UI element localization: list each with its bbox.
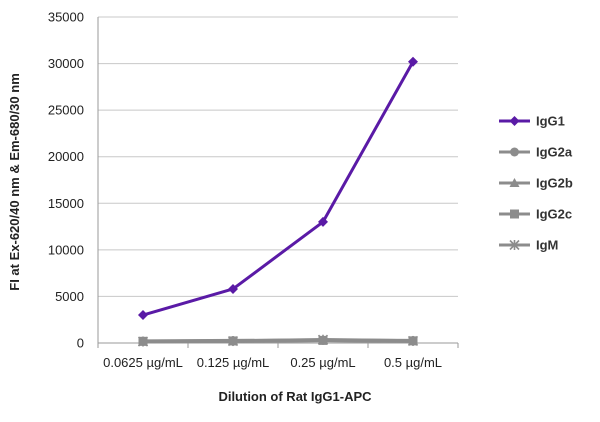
legend-item-igg2c: IgG2c <box>499 207 572 222</box>
x-axis-title: Dilution of Rat IgG1-APC <box>218 389 372 404</box>
axes: 0 5000 10000 15000 20000 25000 30000 35000 0.062… <box>48 10 459 370</box>
legend-marker <box>509 116 520 126</box>
legend-item-igg2b: IgG2b <box>499 176 573 191</box>
x-tick-label: 0.25 µg/mL <box>290 355 355 370</box>
data-point <box>318 216 328 227</box>
legend-label: IgG1 <box>536 114 565 129</box>
x-tick-label: 0.5 µg/mL <box>384 355 442 370</box>
y-tick-label: 35000 <box>48 10 84 25</box>
y-tick-label: 25000 <box>48 103 84 118</box>
series-line <box>142 60 415 317</box>
y-tick-label: 15000 <box>48 196 84 211</box>
legend-marker <box>509 239 520 251</box>
data-point <box>138 310 148 321</box>
legend-marker <box>510 147 519 157</box>
legend-marker <box>509 178 520 187</box>
data-point <box>408 336 418 346</box>
legend-item-igg1: IgG1 <box>499 114 565 129</box>
legend: IgG1 IgG2a IgG2b IgG2c IgM <box>499 114 573 253</box>
legend-label: IgG2b <box>536 176 573 191</box>
gridlines <box>98 16 458 344</box>
legend-label: IgG2a <box>536 145 573 160</box>
legend-label: IgM <box>536 238 558 253</box>
x-tick-label: 0.125 µg/mL <box>197 355 270 370</box>
y-tick-label: 0 <box>77 336 84 351</box>
y-tick-label: 30000 <box>48 56 84 71</box>
y-axis-title: FI at Ex-620/40 nm & Em-680/30 nm <box>7 73 22 290</box>
series-igg1 <box>138 56 418 321</box>
legend-label: IgG2c <box>536 207 572 222</box>
y-tick-label: 5000 <box>55 289 84 304</box>
series-line <box>142 338 414 343</box>
legend-item-igm: IgM <box>499 238 558 253</box>
series-igg2a <box>138 335 418 346</box>
series-layer <box>137 56 419 347</box>
x-tick-label: 0.0625 µg/mL <box>103 355 183 370</box>
legend-marker <box>510 209 519 219</box>
data-point <box>138 336 148 346</box>
data-point <box>408 56 418 67</box>
legend-item-igg2a: IgG2a <box>499 145 573 160</box>
data-point <box>228 336 238 346</box>
data-point <box>318 335 328 345</box>
y-tick-label: 20000 <box>48 149 84 164</box>
data-point <box>228 283 238 294</box>
y-tick-label: 10000 <box>48 242 84 257</box>
